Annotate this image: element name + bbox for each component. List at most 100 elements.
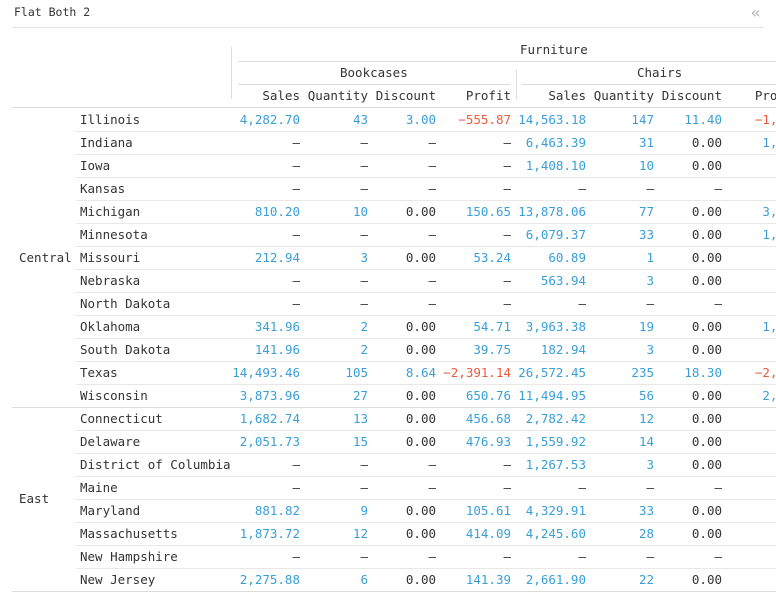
value-cell-quantity[interactable]: 3	[360, 250, 368, 265]
value-cell-discount[interactable]: 0.00	[691, 503, 722, 518]
value-cell-sales[interactable]: –	[292, 135, 300, 150]
value-cell-quantity[interactable]: 43	[352, 112, 368, 127]
value-cell-sales[interactable]: –	[292, 549, 300, 564]
table-row[interactable]: Illinois 4,282.70 43 3.00 −555.87 14,563.18 14…	[0, 108, 776, 131]
value-cell-discount[interactable]: 0.00	[691, 434, 722, 449]
value-cell-quantity[interactable]: 15	[352, 434, 368, 449]
value-cell-quantity[interactable]: 1	[646, 250, 654, 265]
value-cell-sales[interactable]: –	[292, 296, 300, 311]
table-row[interactable]: Michigan 810.20 10 0.00 150.65 13,878.06 77 0.0…	[0, 200, 776, 223]
value-cell-quantity[interactable]: –	[646, 480, 654, 495]
value-cell-discount[interactable]: –	[428, 457, 436, 472]
value-cell-sales[interactable]: –	[578, 296, 586, 311]
value-cell-profit[interactable]: 141.39	[465, 572, 511, 587]
value-cell-sales[interactable]: –	[292, 158, 300, 173]
value-cell-sales[interactable]: 1,559.92	[525, 434, 586, 449]
value-cell-sales[interactable]: 4,329.91	[525, 503, 586, 518]
table-row[interactable]: Maine––––––––	[0, 476, 776, 499]
value-cell-profit[interactable]: −2,391.14	[443, 365, 511, 380]
value-cell-discount[interactable]: 0.00	[405, 526, 436, 541]
value-cell-discount[interactable]: 0.00	[405, 411, 436, 426]
value-cell-discount[interactable]: –	[428, 181, 436, 196]
table-row[interactable]: Connecticut 1,682.74 13 0.00 456.68 2,782.42 1…	[0, 407, 776, 430]
value-cell-discount[interactable]: 0.00	[405, 572, 436, 587]
value-cell-quantity[interactable]: 31	[638, 135, 654, 150]
value-cell-profit[interactable]: 1,703	[762, 227, 776, 242]
value-cell-quantity[interactable]: –	[360, 227, 368, 242]
value-cell-profit[interactable]: –	[503, 549, 511, 564]
value-cell-quantity[interactable]: 147	[631, 112, 654, 127]
value-cell-profit[interactable]: –	[503, 181, 511, 196]
value-cell-sales[interactable]: 141.96	[254, 342, 300, 357]
value-cell-discount[interactable]: 0.00	[691, 457, 722, 472]
value-cell-discount[interactable]: 0.00	[691, 158, 722, 173]
value-cell-discount[interactable]: 0.00	[405, 342, 436, 357]
value-cell-discount[interactable]: 0.00	[691, 572, 722, 587]
value-cell-sales[interactable]: –	[292, 181, 300, 196]
value-cell-discount[interactable]: 0.00	[691, 273, 722, 288]
value-cell-sales[interactable]: 26,572.45	[518, 365, 586, 380]
table-row[interactable]: Kansas––––––––	[0, 177, 776, 200]
value-cell-discount[interactable]: –	[428, 227, 436, 242]
value-cell-quantity[interactable]: 12	[352, 526, 368, 541]
collapse-panel-icon[interactable]: «	[751, 3, 761, 22]
value-cell-sales[interactable]: –	[578, 181, 586, 196]
value-cell-discount[interactable]: 0.00	[691, 135, 722, 150]
value-cell-sales[interactable]: –	[292, 457, 300, 472]
value-cell-quantity[interactable]: 2	[360, 319, 368, 334]
value-cell-quantity[interactable]: –	[360, 135, 368, 150]
value-cell-sales[interactable]: 341.96	[254, 319, 300, 334]
measure-header-quantity[interactable]: Quantity	[593, 88, 654, 103]
value-cell-quantity[interactable]: 3	[646, 457, 654, 472]
value-cell-sales[interactable]: 60.89	[548, 250, 586, 265]
value-cell-discount[interactable]: –	[714, 181, 722, 196]
value-cell-discount[interactable]: 0.00	[405, 388, 436, 403]
value-cell-discount[interactable]: –	[428, 135, 436, 150]
value-cell-quantity[interactable]: 3	[646, 273, 654, 288]
measure-header-profit[interactable]: Profit	[465, 88, 511, 103]
value-cell-quantity[interactable]: 14	[638, 434, 654, 449]
value-cell-profit[interactable]: 650.76	[465, 388, 511, 403]
table-row[interactable]: South Dakota141.9620.0039.75182.9430.002…	[0, 338, 776, 361]
value-cell-discount[interactable]: –	[428, 480, 436, 495]
value-cell-quantity[interactable]: 77	[638, 204, 654, 219]
value-cell-profit[interactable]: −2,515	[754, 365, 776, 380]
value-cell-sales[interactable]: 2,275.88	[239, 572, 300, 587]
value-cell-quantity[interactable]: 22	[638, 572, 654, 587]
measure-header-discount[interactable]: Discount	[375, 88, 436, 103]
value-cell-profit[interactable]: –	[503, 273, 511, 288]
table-row[interactable]: Oklahoma 341.96 2 0.00 54.71 3,963.38 19 0.00 1,…	[0, 315, 776, 338]
value-cell-quantity[interactable]: –	[360, 480, 368, 495]
value-cell-sales[interactable]: 14,493.46	[232, 365, 300, 380]
table-row[interactable]: Delaware 2,051.73 15 0.00 476.93 1,559.92 14 0.…	[0, 430, 776, 453]
value-cell-quantity[interactable]: 33	[638, 227, 654, 242]
value-cell-quantity[interactable]: 105	[345, 365, 368, 380]
value-cell-profit[interactable]: 414.09	[465, 526, 511, 541]
value-cell-quantity[interactable]: 2	[360, 342, 368, 357]
value-cell-sales[interactable]: –	[292, 273, 300, 288]
value-cell-discount[interactable]: –	[428, 273, 436, 288]
value-cell-quantity[interactable]: 12	[638, 411, 654, 426]
value-cell-sales[interactable]: 881.82	[254, 503, 300, 518]
value-cell-discount[interactable]: 0.00	[691, 526, 722, 541]
value-cell-discount[interactable]: 0.00	[691, 342, 722, 357]
value-cell-profit[interactable]: 1,587	[762, 135, 776, 150]
value-cell-quantity[interactable]: –	[646, 181, 654, 196]
measure-header-discount[interactable]: Discount	[661, 88, 722, 103]
value-cell-quantity[interactable]: –	[646, 296, 654, 311]
value-cell-profit[interactable]: –	[503, 227, 511, 242]
value-cell-sales[interactable]: 182.94	[540, 342, 586, 357]
value-cell-discount[interactable]: 0.00	[405, 319, 436, 334]
value-cell-profit[interactable]: 476.93	[465, 434, 511, 449]
value-cell-profit[interactable]: –	[503, 296, 511, 311]
value-cell-discount[interactable]: 0.00	[405, 503, 436, 518]
value-cell-quantity[interactable]: 13	[352, 411, 368, 426]
table-row[interactable]: Wisconsin 3,873.96 27 0.00 650.76 11,494.95 56…	[0, 384, 776, 407]
value-cell-discount[interactable]: 0.00	[691, 411, 722, 426]
value-cell-sales[interactable]: 4,245.60	[525, 526, 586, 541]
value-cell-discount[interactable]: –	[428, 296, 436, 311]
value-cell-profit[interactable]: 3,001	[762, 204, 776, 219]
